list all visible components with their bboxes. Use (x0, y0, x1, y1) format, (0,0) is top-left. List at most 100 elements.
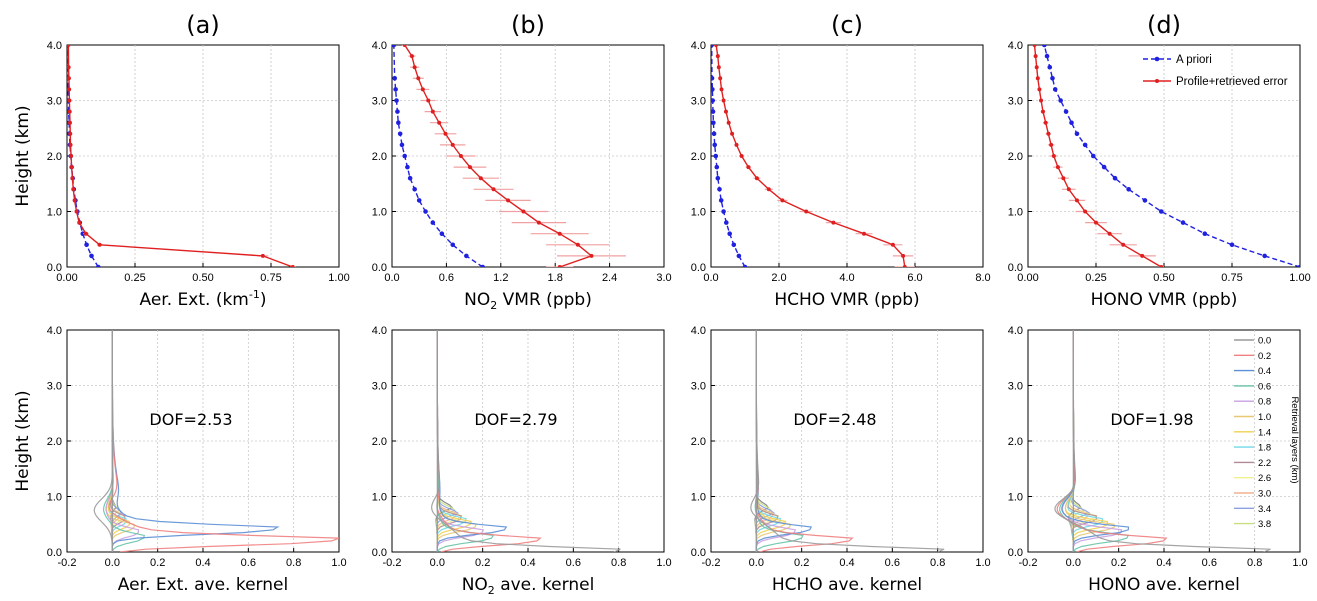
retrieved-point (467, 165, 472, 170)
retrieved-point (902, 265, 907, 267)
legend-marker-retrieved (1155, 79, 1159, 83)
y-tick-label: 2.0 (47, 151, 62, 163)
y-tick-label: 4.0 (691, 40, 706, 52)
retrieved-point (557, 265, 562, 267)
y-tick-label: 0.0 (47, 262, 62, 274)
y-tick-label: 1.0 (1008, 207, 1023, 219)
apriori-point (717, 187, 722, 192)
y-tick-label: 2.0 (691, 436, 706, 448)
retrieved-point (420, 87, 425, 92)
apriori-point (1126, 187, 1131, 192)
panel-c-kernel: -0.2 0.0 0.2 0.4 0.6 0.8 1.00.01.02.03.04.0HCH… (691, 325, 991, 595)
apriori-point (464, 253, 469, 259)
retrieved-point (723, 109, 728, 114)
y-tick-label: 3.0 (372, 96, 387, 108)
legend-label-layer: 0.0 (1258, 336, 1271, 347)
retrieved-point (67, 87, 72, 92)
retrieved-point (430, 109, 435, 114)
retrieved-point (67, 65, 71, 70)
x-axis-label-tail: ) (260, 290, 267, 310)
legend-label-layer: 2.2 (1258, 458, 1271, 469)
x-tick-label: 0.50 (192, 272, 213, 284)
x-axis-label-main: Aer. Ext. ave. kernel (118, 575, 288, 595)
x-tick-label: 0.75 (260, 272, 281, 284)
retrieved-point (754, 176, 759, 181)
legend-label-layer: 1.4 (1258, 427, 1271, 438)
y-tick-label: 0.0 (691, 262, 706, 274)
y-tick-label: 1.0 (372, 207, 387, 219)
x-tick-label: 0.2 (150, 557, 165, 569)
retrieved-point (1061, 176, 1066, 181)
apriori-point (1050, 76, 1055, 81)
x-tick-label: 0.50 (1153, 272, 1174, 284)
retrieved-point (84, 231, 89, 236)
x-tick-label: 0.2 (1111, 557, 1126, 569)
y-tick-label: 0.0 (1008, 547, 1023, 559)
retrieved-point (1034, 65, 1039, 70)
x-tick-label: 0.8 (611, 557, 626, 569)
y-tick-label: 0.0 (372, 262, 387, 274)
x-tick-label: 0.0 (430, 557, 445, 569)
apriori-point (1180, 220, 1186, 225)
y-tick-label: 3.0 (691, 96, 706, 108)
x-tick-label: 0.6 (885, 557, 900, 569)
dof-annotation: DOF=1.98 (1110, 410, 1193, 429)
legend-label-layer: 3.8 (1258, 519, 1271, 530)
y-tick-label: 2.0 (1008, 436, 1023, 448)
retrieved-point (719, 87, 724, 92)
data-layer (93, 330, 339, 552)
retrieved-point (715, 54, 720, 59)
apriori-point (392, 76, 398, 81)
retrieved-point (67, 109, 72, 114)
x-tick-label: 0.6 (439, 272, 454, 284)
retrieved-point (1046, 131, 1051, 136)
retrieved-point (478, 176, 483, 181)
legend-label-layer: 0.2 (1258, 351, 1271, 362)
apriori-point (1058, 98, 1063, 103)
x-axis-label-main: HONO VMR (ppb) (1091, 290, 1238, 310)
x-tick-label: 0.00 (56, 272, 77, 284)
x-tick-label: 0.0 (749, 557, 764, 569)
x-tick-label: 0.25 (124, 272, 145, 284)
y-tick-label: 3.0 (1008, 381, 1023, 393)
x-tick-label: 6.0 (907, 272, 922, 284)
x-axis-label-sub: 2 (488, 584, 495, 597)
apriori-point (1052, 87, 1058, 92)
apriori-point (95, 264, 101, 267)
x-tick-label: 0.0 (703, 272, 718, 284)
retrieved-point (426, 98, 431, 103)
retrieved-point (718, 76, 723, 81)
apriori-line (1043, 45, 1300, 267)
y-tick-label: 2.0 (47, 436, 62, 448)
x-tick-label: 0.4 (839, 557, 854, 569)
apriori-point (430, 220, 436, 225)
apriori-point (450, 242, 456, 248)
x-tick-label: 1.0 (331, 557, 346, 569)
apriori-point (713, 153, 719, 159)
legend-label-layer: 0.6 (1258, 381, 1271, 392)
x-tick-label: 0.6 (566, 557, 581, 569)
retrieved-point (589, 253, 594, 258)
apriori-point (1074, 131, 1080, 137)
apriori-point (1202, 231, 1208, 236)
retrieved-point (746, 165, 751, 170)
retrieved-point (557, 231, 562, 236)
retrieved-point (1037, 87, 1042, 92)
x-tick-label: 0.8 (1247, 557, 1262, 569)
retrieved-point (491, 187, 496, 192)
retrieved-point (804, 209, 809, 214)
retrieved-point (721, 98, 726, 103)
retrieved-point (1033, 54, 1038, 59)
y-tick-label: 2.0 (372, 436, 387, 448)
retrieved-point (443, 131, 448, 136)
apriori-point (1101, 164, 1107, 170)
x-tick-label: 0.2 (794, 557, 809, 569)
apriori-point (711, 98, 715, 103)
retrieved-point (1159, 265, 1164, 267)
apriori-point (392, 45, 397, 48)
x-tick-label: -0.2 (383, 557, 402, 569)
retrieved-point (714, 45, 719, 47)
y-tick-label: 4.0 (372, 40, 387, 52)
y-tick-label: 1.0 (691, 492, 706, 504)
retrieved-point (68, 142, 73, 147)
